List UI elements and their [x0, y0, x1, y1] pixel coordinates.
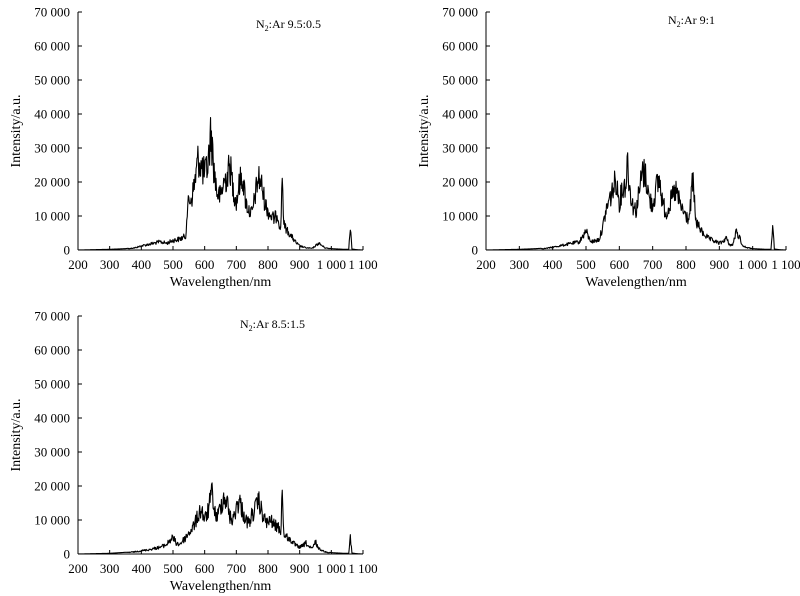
y-tick-label: 10 000 [34, 209, 70, 224]
y-tick-label: 60 000 [34, 343, 70, 358]
x-tick-label: 1 100 [348, 257, 377, 272]
x-tick-label: 400 [543, 257, 563, 272]
y-tick-label: 40 000 [442, 107, 478, 122]
chart-1: 0 10 000 20 000 30 000 40 000 50 000 60 000 70 … [9, 5, 378, 291]
x-tick-label: 300 [100, 561, 120, 576]
x-tick-label: 1 100 [771, 257, 800, 272]
spectrum-line [77, 117, 364, 251]
x-tick-label: 700 [227, 257, 247, 272]
y-tick-label: 20 000 [442, 175, 478, 190]
sample-ratio-label: N2:Ar 9:1 [668, 13, 715, 29]
y-tick-label: 30 000 [442, 141, 478, 156]
x-tick-label: 200 [476, 257, 496, 272]
x-tick-label: 900 [710, 257, 730, 272]
y-axis-label: Intensity/a.u. [9, 94, 24, 167]
x-tick-label: 700 [227, 561, 247, 576]
y-tick-label: 30 000 [34, 141, 70, 156]
y-tick-label: 20 000 [34, 479, 70, 494]
y-tick-label: 20 000 [34, 175, 70, 190]
x-tick-label: 1 000 [317, 561, 346, 576]
spectrum-line [77, 482, 364, 555]
y-tick-label: 60 000 [34, 39, 70, 54]
x-tick-label: 500 [163, 257, 183, 272]
y-tick-label: 0 [64, 547, 71, 562]
spectrum-line [485, 152, 787, 251]
y-tick-label: 50 000 [34, 377, 70, 392]
x-tick-label: 300 [100, 257, 120, 272]
y-tick-label: 70 000 [34, 309, 70, 324]
x-tick-label: 1 000 [738, 257, 767, 272]
x-axis-label: Wavelengthen/nm [170, 579, 272, 594]
y-tick-label: 50 000 [442, 73, 478, 88]
y-tick-label: 60 000 [442, 39, 478, 54]
x-tick-label: 600 [195, 561, 215, 576]
y-tick-label: 50 000 [34, 73, 70, 88]
x-tick-label: 800 [258, 257, 278, 272]
x-tick-label: 400 [132, 257, 152, 272]
chart-2: 0 10 000 20 000 30 000 40 000 50 000 60 000 70 … [417, 5, 800, 291]
x-tick-label: 900 [290, 561, 310, 576]
y-tick-label: 70 000 [442, 5, 478, 20]
y-tick-label: 10 000 [34, 513, 70, 528]
y-axis-label: Intensity/a.u. [9, 398, 24, 471]
x-tick-label: 300 [510, 257, 530, 272]
x-axis-label: Wavelengthen/nm [585, 275, 687, 290]
x-tick-label: 500 [163, 561, 183, 576]
x-tick-label: 200 [68, 257, 88, 272]
x-tick-label: 600 [195, 257, 215, 272]
x-tick-label: 200 [68, 561, 88, 576]
y-tick-label: 10 000 [442, 209, 478, 224]
y-tick-label: 40 000 [34, 107, 70, 122]
x-tick-label: 400 [132, 561, 152, 576]
x-tick-label: 1 100 [348, 561, 377, 576]
x-tick-label: 500 [576, 257, 596, 272]
x-tick-label: 800 [258, 561, 278, 576]
y-tick-label: 0 [472, 243, 479, 258]
y-tick-label: 0 [64, 243, 71, 258]
chart-3: 0 10 000 20 000 30 000 40 000 50 000 60 000 70 … [9, 309, 378, 595]
x-tick-label: 800 [676, 257, 696, 272]
sample-ratio-label: N2:Ar 8.5:1.5 [240, 317, 305, 333]
x-tick-label: 1 000 [317, 257, 346, 272]
sample-ratio-label: N2:Ar 9.5:0.5 [256, 17, 321, 33]
x-tick-label: 700 [643, 257, 663, 272]
y-tick-label: 40 000 [34, 411, 70, 426]
y-tick-label: 30 000 [34, 445, 70, 460]
y-axis-label: Intensity/a.u. [417, 94, 432, 167]
x-axis-label: Wavelengthen/nm [170, 275, 272, 290]
x-tick-label: 900 [290, 257, 310, 272]
x-tick-label: 600 [610, 257, 630, 272]
y-tick-label: 70 000 [34, 5, 70, 20]
